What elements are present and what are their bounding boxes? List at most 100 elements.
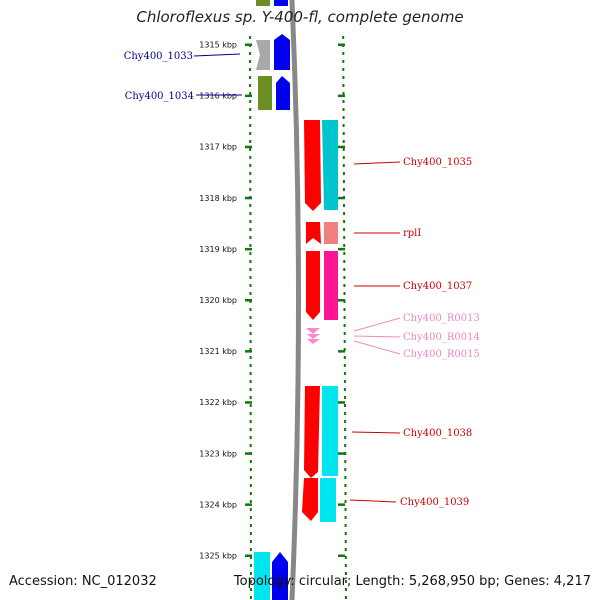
guide-dot: [343, 268, 346, 271]
gene-block[interactable]: [302, 478, 318, 521]
gene-label[interactable]: Chy400_1039: [400, 497, 469, 508]
guide-dot: [343, 220, 346, 223]
guide-dot: [249, 100, 252, 103]
guide-dot: [344, 404, 346, 407]
left-gene-labels: Chy400_1033 Chy400_1034: [124, 51, 194, 102]
guide-dot: [344, 540, 347, 543]
guide-dot: [249, 84, 252, 87]
guide-dot: [343, 212, 346, 215]
gene-label[interactable]: Chy400_1037: [403, 281, 472, 292]
guide-dot: [250, 596, 252, 599]
gene-block[interactable]: [254, 552, 270, 600]
gene-block[interactable]: [272, 552, 288, 600]
gene-block[interactable]: [274, 0, 288, 6]
guide-dot: [249, 348, 252, 351]
guide-dot: [344, 508, 347, 511]
guide-dot: [342, 52, 345, 55]
guide-dot: [343, 380, 346, 383]
callout-line: [353, 340, 401, 355]
gene-label[interactable]: Chy400_R0014: [403, 332, 480, 343]
callout-lines: [193, 53, 401, 503]
gene-block[interactable]: [276, 76, 290, 110]
tick-label: 1324 kbp: [199, 500, 237, 509]
gene-label[interactable]: Chy400_1035: [403, 157, 472, 168]
guide-dot: [249, 492, 252, 495]
guide-dot: [249, 76, 252, 79]
gene-block[interactable]: [322, 120, 338, 210]
guide-dot: [343, 372, 346, 375]
guide-dot: [249, 428, 252, 431]
guide-dot: [250, 580, 252, 583]
right-gene-labels: Chy400_1035 rplI Chy400_1037 Chy400_R001…: [400, 157, 480, 508]
guide-dot: [249, 388, 252, 391]
guide-dot: [343, 236, 346, 239]
gene-block[interactable]: [320, 478, 336, 522]
gene-block[interactable]: [306, 222, 321, 244]
guide-dot: [342, 180, 345, 183]
gene-block[interactable]: [256, 0, 270, 6]
gene-label[interactable]: Chy400_R0015: [403, 349, 480, 360]
guide-dot: [249, 468, 252, 471]
guide-dot: [344, 436, 347, 439]
guide-dot: [249, 204, 252, 207]
gene-label[interactable]: Chy400_R0013: [403, 313, 480, 324]
gene-block[interactable]: [256, 40, 270, 70]
guide-dot: [249, 252, 252, 255]
tick-label: 1318 kbp: [199, 194, 237, 203]
gene-label[interactable]: rplI: [403, 228, 421, 239]
gene-label[interactable]: Chy400_1034: [125, 91, 194, 102]
callout-line: [351, 431, 401, 434]
accession-text: Accession: NC_012032: [9, 574, 157, 589]
tick-mark: [245, 452, 252, 455]
guide-dot: [344, 532, 347, 535]
tick-mark: [338, 401, 345, 404]
gene-block[interactable]: [322, 386, 338, 476]
gene-block[interactable]: [306, 251, 320, 320]
gene-label[interactable]: Chy400_1033: [124, 51, 193, 62]
guide-dot: [249, 116, 252, 119]
guide-dot: [342, 172, 345, 175]
guide-dot: [249, 460, 252, 463]
guide-dot: [249, 236, 252, 239]
tick-mark: [245, 94, 252, 98]
guide-dot: [344, 476, 347, 479]
tick-label: 1321 kbp: [199, 347, 237, 356]
guide-dot: [249, 556, 252, 559]
callout-line: [349, 499, 397, 503]
guide-dot: [344, 468, 347, 471]
guide-dot: [344, 588, 347, 591]
rna-marker[interactable]: [307, 334, 320, 339]
rna-marker[interactable]: [307, 339, 320, 344]
right-gene-blocks: [302, 120, 338, 522]
guide-dot: [344, 428, 347, 431]
gene-block[interactable]: [274, 34, 290, 70]
guide-dot: [249, 180, 252, 183]
guide-dot: [249, 156, 252, 159]
rna-marker[interactable]: [306, 328, 320, 334]
tick-mark: [245, 43, 252, 46]
gene-block[interactable]: [324, 251, 338, 320]
guide-dot: [342, 36, 345, 39]
guide-dot: [343, 228, 346, 231]
tick-mark: [245, 401, 252, 404]
gene-block[interactable]: [258, 76, 272, 110]
guide-dot: [344, 452, 347, 455]
guide-dot: [342, 156, 345, 159]
guide-dot: [343, 316, 346, 319]
gene-block[interactable]: [304, 120, 321, 211]
guide-dot: [249, 324, 252, 327]
guide-dot: [342, 68, 345, 71]
gene-block[interactable]: [324, 222, 338, 244]
guide-dot: [249, 484, 252, 487]
guide-dot: [249, 364, 252, 367]
tick-mark: [245, 350, 252, 353]
guide-dot: [249, 524, 252, 527]
gene-block[interactable]: [304, 386, 320, 478]
gene-label[interactable]: Chy400_1038: [403, 428, 472, 439]
guide-dot: [249, 92, 252, 95]
tick-mark: [338, 350, 345, 353]
tick-mark: [338, 94, 345, 98]
guide-dot: [249, 188, 252, 191]
guide-dot: [344, 492, 347, 495]
